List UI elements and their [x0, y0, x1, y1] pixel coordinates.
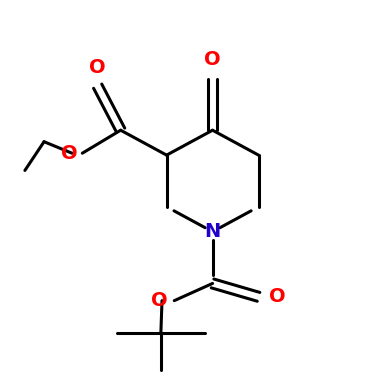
Text: O: O [89, 57, 106, 77]
Text: N: N [205, 222, 221, 241]
Text: O: O [268, 287, 285, 306]
Text: O: O [61, 144, 77, 163]
Text: O: O [204, 50, 221, 69]
Text: O: O [151, 291, 167, 310]
